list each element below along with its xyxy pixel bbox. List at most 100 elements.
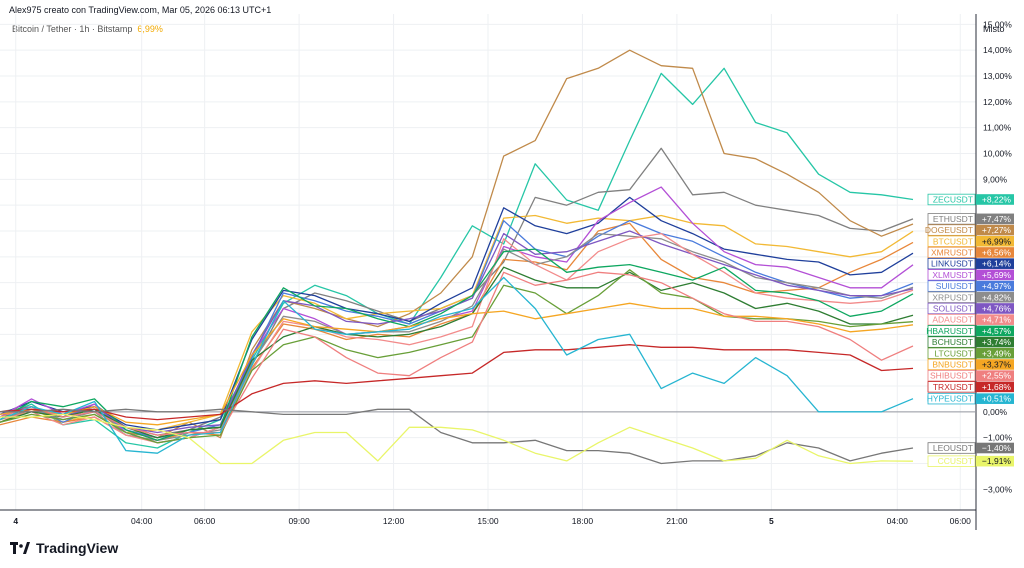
series-tag-xmrusdt: XMRUSDT +6,56% xyxy=(927,246,1014,259)
series-tag-shibusdt: SHIBUSDT +2,55% xyxy=(927,369,1014,382)
series-tag-name: BTCUSDT xyxy=(933,236,973,246)
y-tick-label: −1,00% xyxy=(983,433,1013,443)
series-line-ccusdt xyxy=(0,413,914,465)
series-line-zecusdt xyxy=(0,67,914,449)
series-tag-value: +4,76% xyxy=(982,303,1012,313)
series-line-xrpusdt xyxy=(0,232,914,441)
series-tag-value: +5,69% xyxy=(982,270,1012,280)
series-line-leousdt xyxy=(0,408,914,465)
series-tag-value: +7,27% xyxy=(982,225,1012,235)
series-tag-name: BNBUSDT xyxy=(932,359,973,369)
series-tag-value: +1,68% xyxy=(982,382,1012,392)
series-tag-name: ETHUSDT xyxy=(933,214,973,224)
x-tick-label: 18:00 xyxy=(572,516,594,526)
series-tag-xlmusdt: XLMUSDT +5,69% xyxy=(927,269,1014,281)
series-tag-value: −1,40% xyxy=(982,443,1012,453)
series-tag-value: +8,22% xyxy=(982,194,1012,204)
series-tag-name: XRPUSDT xyxy=(932,292,973,302)
x-tick-label: 04:00 xyxy=(131,516,153,526)
x-tick-label: 4 xyxy=(13,516,18,526)
series-tag-name: XLMUSDT xyxy=(932,270,973,280)
series-tag-suiusdt: SUIUSDT +4,97% xyxy=(927,280,1014,292)
series-tag-btcusdt: BTCUSDT +6,99% xyxy=(927,235,1014,247)
series-tag-hbarusdt: HBARUSDT +4,57% xyxy=(926,325,1014,337)
series-tag-linkusdt: LINKUSDT +6,14% xyxy=(927,257,1014,270)
logo-text: TradingView xyxy=(36,540,119,556)
x-tick-label: 15:00 xyxy=(477,516,499,526)
y-tick-label: 9,00% xyxy=(983,174,1008,184)
series-lines xyxy=(0,49,914,465)
series-tag-value: +6,56% xyxy=(982,247,1012,257)
series-tag-name: ADAUSDT xyxy=(932,315,973,325)
series-tag-name: HYPEUSDT xyxy=(927,394,973,404)
tradingview-logo[interactable]: TradingView xyxy=(10,540,118,556)
series-tag-leousdt: LEOUSDT −1,40% xyxy=(927,442,1014,454)
series-tag-name: LINKUSDT xyxy=(931,259,973,269)
series-tag-ethusdt: ETHUSDT +7,47% xyxy=(927,213,1014,225)
series-tag-zecusdt: ZECUSDT +8,22% xyxy=(927,193,1014,206)
tradingview-logo-icon xyxy=(10,542,30,554)
series-line-trxusdt xyxy=(0,344,914,421)
series-tags: ZECUSDT +8,22% ETHUSDT +7,47% DOGEUSDT +7,27%… xyxy=(925,193,1014,467)
symbol-change: 6,99% xyxy=(137,24,163,34)
series-tag-value: +4,71% xyxy=(982,315,1012,325)
series-tag-name: DOGEUSDT xyxy=(925,225,973,235)
series-line-suiusdt xyxy=(0,220,914,439)
series-tag-name: LTCUSDT xyxy=(934,348,973,358)
series-tag-bchusdt: BCHUSDT +3,74% xyxy=(927,336,1014,348)
x-tick-label: 5 xyxy=(769,516,774,526)
series-tag-ccusdt: CCUSDT −1,91% xyxy=(927,455,1014,467)
y-tick-label: 0,00% xyxy=(983,407,1008,417)
series-tag-name: TRXUSDT xyxy=(933,382,973,392)
x-tick-label: 06:00 xyxy=(194,516,216,526)
y-tick-label: 13,00% xyxy=(983,71,1012,81)
series-tag-xrpusdt: XRPUSDT +4,82% xyxy=(927,291,1014,303)
series-line-btcusdt xyxy=(0,214,914,434)
series-tag-value: −1,91% xyxy=(982,456,1012,466)
series-line-bnbusdt xyxy=(0,302,914,426)
x-tick-label: 21:00 xyxy=(666,516,688,526)
symbol-legend[interactable]: Bitcoin / Tether · 1h · Bitstamp 6,99% xyxy=(12,24,163,34)
price-axis-ticks: 15,00% 14,00% 13,00% 12,00% 11,00% 10,00% 9,00… xyxy=(983,19,1013,494)
x-tick-label: 06:00 xyxy=(950,516,972,526)
series-tag-ltcusdt: LTCUSDT +3,49% xyxy=(927,347,1014,359)
y-tick-label: 12,00% xyxy=(983,97,1012,107)
series-line-xlmusdt xyxy=(0,186,914,444)
series-tag-value: +6,99% xyxy=(982,236,1012,246)
x-tick-label: 09:00 xyxy=(288,516,310,526)
series-tag-hypeusdt: HYPEUSDT +0,51% xyxy=(927,392,1014,405)
symbol-name: Bitcoin / Tether · 1h · Bitstamp xyxy=(12,24,133,34)
series-line-shibusdt xyxy=(0,271,914,436)
series-tag-name: ZECUSDT xyxy=(933,194,973,204)
scale-mode-label[interactable]: Misto xyxy=(983,24,1005,34)
series-tag-name: LEOUSDT xyxy=(933,443,973,453)
series-tag-name: CCUSDT xyxy=(938,456,973,466)
series-tag-name: SOLUSDT xyxy=(933,303,973,313)
time-axis-ticks: 4 04:00 06:00 09:00 12:00 15:00 18:00 21:00 5 04:… xyxy=(13,516,971,526)
series-line-dogeusdt xyxy=(0,49,914,439)
series-tag-value: +4,82% xyxy=(982,292,1012,302)
series-tag-name: SUIUSDT xyxy=(936,281,973,291)
series-tag-name: SHIBUSDT xyxy=(930,371,973,381)
series-line-bchusdt xyxy=(0,266,914,439)
series-tag-value: +4,57% xyxy=(982,326,1012,336)
series-tag-name: XMRUSDT xyxy=(931,247,973,257)
series-tag-name: HBARUSDT xyxy=(926,326,973,336)
y-tick-label: 10,00% xyxy=(983,149,1012,159)
series-tag-value: +2,55% xyxy=(982,371,1012,381)
series-tag-adausdt: ADAUSDT +4,71% xyxy=(927,313,1014,326)
series-line-hbarusdt xyxy=(0,248,914,441)
series-line-ltcusdt xyxy=(0,269,914,444)
y-tick-label: 15,00% xyxy=(983,19,1012,29)
series-tag-value: +3,74% xyxy=(982,337,1012,347)
series-tag-solusdt: SOLUSDT +4,76% xyxy=(927,302,1014,315)
series-tag-value: +3,49% xyxy=(982,348,1012,358)
y-tick-label: 11,00% xyxy=(983,123,1012,133)
series-tag-value: +7,47% xyxy=(982,214,1012,224)
series-tag-bnbusdt: BNBUSDT +3,37% xyxy=(927,358,1014,371)
series-tag-value: +0,51% xyxy=(982,394,1012,404)
series-tag-dogeusdt: DOGEUSDT +7,27% xyxy=(925,224,1014,236)
series-tag-value: +6,14% xyxy=(982,259,1012,269)
series-tag-trxusdt: TRXUSDT +1,68% xyxy=(927,381,1014,393)
